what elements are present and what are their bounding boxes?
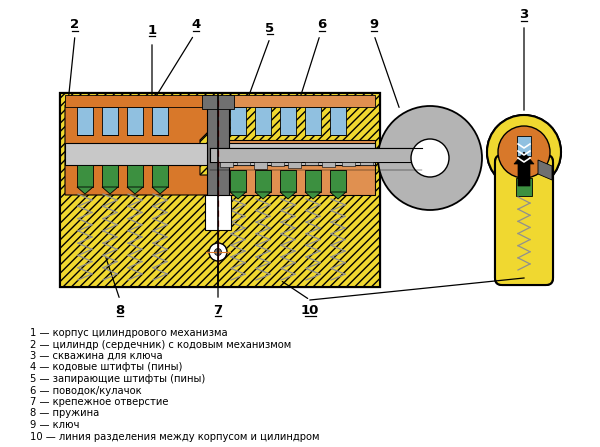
Bar — [280, 107, 296, 135]
Bar — [517, 136, 531, 156]
Bar — [65, 143, 375, 165]
Text: 6: 6 — [317, 18, 326, 31]
Polygon shape — [230, 192, 246, 199]
Polygon shape — [102, 187, 118, 194]
Polygon shape — [226, 140, 375, 195]
Bar — [360, 162, 373, 165]
Bar — [152, 165, 168, 187]
Polygon shape — [514, 152, 534, 186]
Bar — [330, 170, 346, 192]
Bar — [255, 170, 271, 192]
Bar — [305, 162, 318, 165]
Text: 4: 4 — [191, 18, 200, 31]
Text: 4 — кодовые штифты (пины): 4 — кодовые штифты (пины) — [30, 363, 182, 372]
Text: 2 — цилиндр (сердечник) с кодовым механизмом: 2 — цилиндр (сердечник) с кодовым механи… — [30, 340, 291, 350]
Bar — [127, 107, 143, 135]
Text: 2: 2 — [70, 18, 80, 31]
Bar — [305, 170, 321, 192]
Bar — [342, 162, 355, 166]
Text: 10: 10 — [301, 304, 319, 316]
Circle shape — [487, 115, 561, 189]
Circle shape — [498, 126, 550, 178]
Bar — [237, 162, 250, 165]
Text: 6 — поводок/кулачок: 6 — поводок/кулачок — [30, 385, 142, 396]
Text: 1 — корпус цилиндрового механизма: 1 — корпус цилиндрового механизма — [30, 328, 227, 338]
Polygon shape — [305, 99, 321, 107]
Bar — [207, 100, 229, 200]
Bar — [60, 93, 380, 287]
Polygon shape — [127, 99, 143, 107]
Text: 3: 3 — [520, 8, 529, 21]
Polygon shape — [210, 148, 422, 162]
Bar — [516, 178, 532, 196]
Circle shape — [209, 243, 227, 261]
Polygon shape — [102, 99, 118, 107]
Circle shape — [378, 106, 482, 210]
Bar — [65, 95, 210, 107]
Bar — [220, 162, 233, 167]
Bar — [322, 162, 335, 167]
Bar — [152, 107, 168, 135]
Bar — [330, 107, 346, 135]
Bar — [271, 162, 284, 166]
Text: 9 — ключ: 9 — ключ — [30, 420, 79, 430]
FancyBboxPatch shape — [495, 155, 553, 285]
Bar — [280, 170, 296, 192]
Polygon shape — [280, 99, 296, 107]
Polygon shape — [77, 99, 93, 107]
Circle shape — [487, 115, 561, 189]
Text: 9: 9 — [370, 18, 379, 31]
Text: 5: 5 — [265, 21, 275, 34]
Bar — [288, 162, 301, 168]
Text: 1: 1 — [148, 24, 157, 37]
Polygon shape — [152, 99, 168, 107]
Polygon shape — [538, 160, 552, 180]
Polygon shape — [77, 187, 93, 194]
Bar — [230, 170, 246, 192]
Text: 7: 7 — [214, 304, 223, 316]
Text: 8: 8 — [115, 304, 125, 316]
Polygon shape — [305, 192, 321, 199]
Bar — [60, 93, 380, 287]
Polygon shape — [330, 99, 346, 107]
Bar — [254, 162, 267, 169]
Circle shape — [411, 139, 449, 177]
Bar — [102, 107, 118, 135]
Bar — [102, 165, 118, 187]
Bar — [127, 165, 143, 187]
Polygon shape — [330, 192, 346, 199]
Text: 5 — запирающие штифты (пины): 5 — запирающие штифты (пины) — [30, 374, 205, 384]
Bar — [226, 95, 375, 107]
Bar — [205, 195, 231, 230]
Bar — [77, 107, 93, 135]
Bar — [77, 165, 93, 187]
Polygon shape — [230, 99, 246, 107]
Circle shape — [215, 249, 221, 256]
Bar — [255, 107, 271, 135]
Polygon shape — [127, 187, 143, 194]
Text: 8 — пружина: 8 — пружина — [30, 409, 99, 418]
Bar — [210, 148, 438, 162]
Text: 3 — скважина для ключа: 3 — скважина для ключа — [30, 351, 163, 361]
Polygon shape — [255, 99, 271, 107]
Text: 10 — линия разделения между корпусом и цилиндром: 10 — линия разделения между корпусом и ц… — [30, 431, 320, 442]
FancyBboxPatch shape — [495, 155, 553, 285]
Polygon shape — [280, 192, 296, 199]
Bar — [202, 95, 234, 109]
Text: 7 — крепежное отверстие: 7 — крепежное отверстие — [30, 397, 169, 407]
Polygon shape — [65, 105, 210, 195]
Polygon shape — [152, 187, 168, 194]
Bar — [60, 93, 380, 287]
Bar — [305, 107, 321, 135]
Polygon shape — [255, 192, 271, 199]
Bar — [230, 107, 246, 135]
